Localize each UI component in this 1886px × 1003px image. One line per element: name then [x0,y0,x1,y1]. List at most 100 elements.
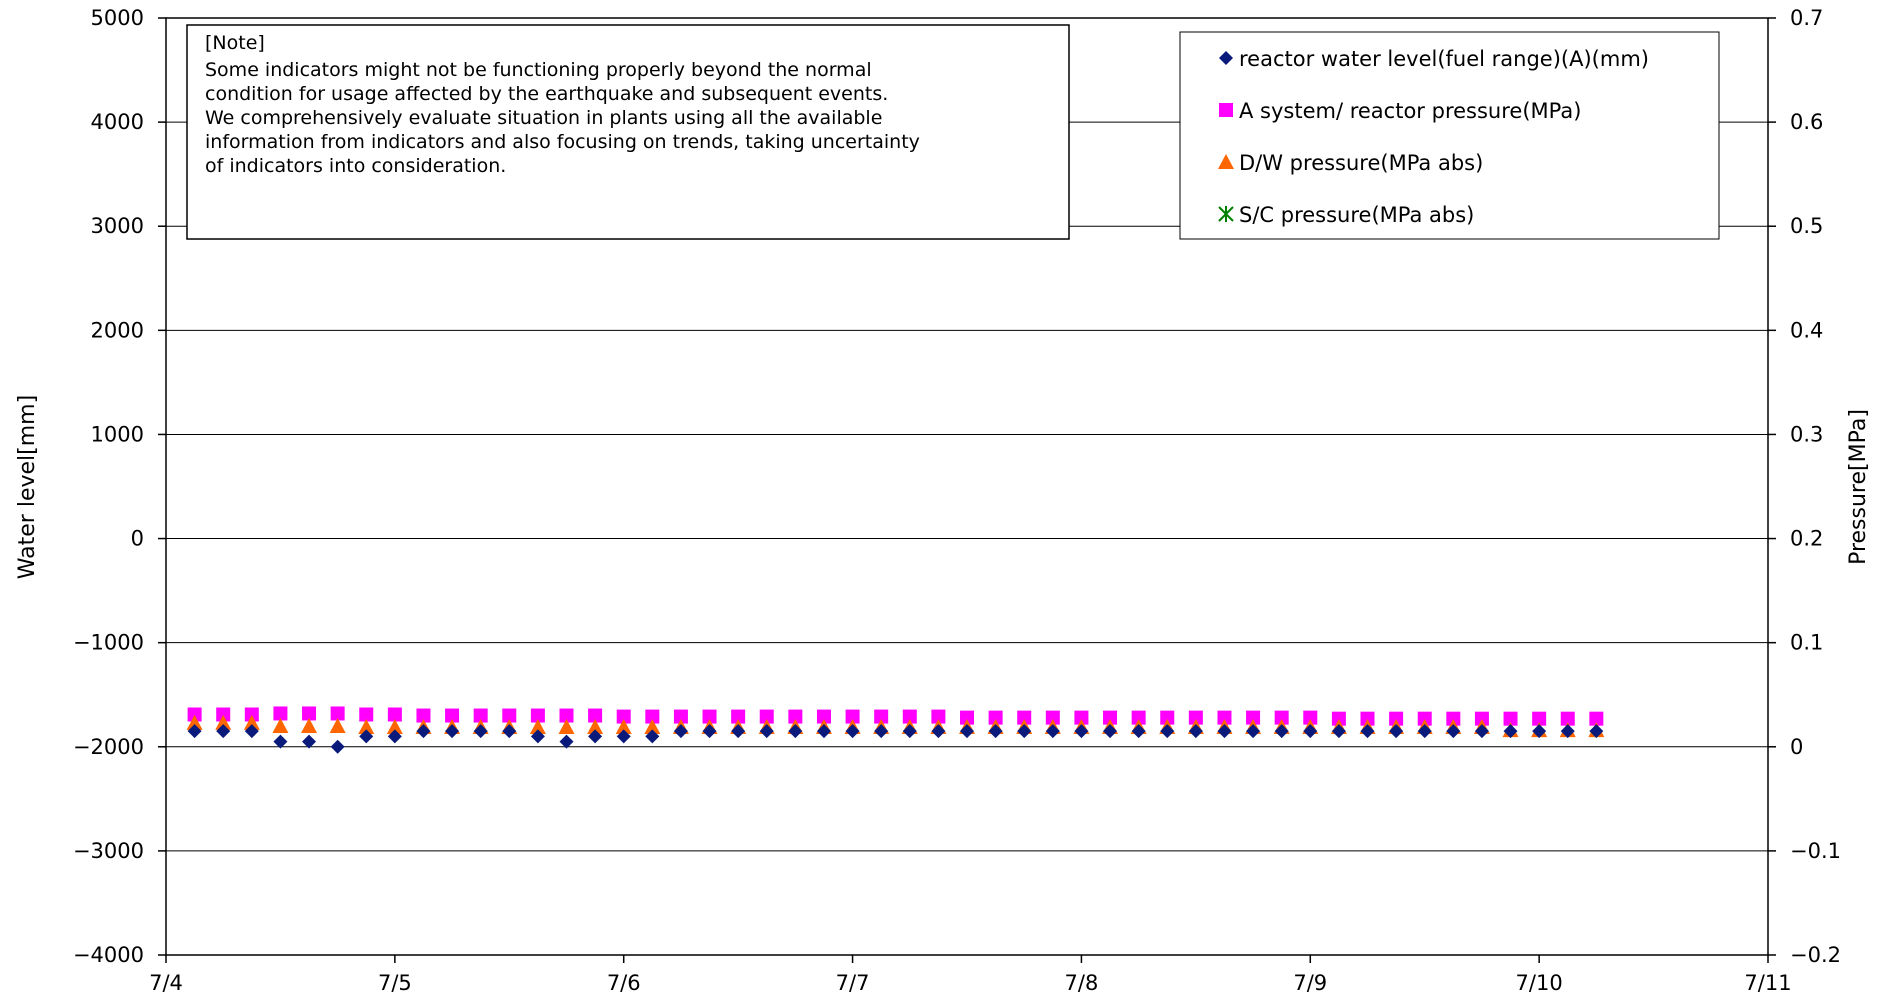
series-square [187,706,1604,726]
x-axis-tick-label: 7/9 [1293,971,1327,995]
note-line: information from indicators and also foc… [205,131,920,153]
data-point-triangle [644,718,661,734]
left-axis-ticks: 5000 4000 3000 2000 1000 0 −1000 −2000 −3000 −400… [73,6,166,967]
data-point-diamond [473,724,488,739]
data-point-diamond [1274,724,1289,739]
data-point-diamond [845,724,860,739]
data-point-square [1503,711,1518,726]
data-point-square [187,707,202,722]
plot-area-frame [165,17,1769,956]
data-point-diamond [1188,724,1203,739]
data-point-square [1074,710,1089,725]
data-point-square [1188,710,1203,725]
data-point-square [1389,711,1404,726]
data-point-diamond [330,739,345,754]
data-point-diamond [273,734,288,749]
data-point-diamond [702,724,717,739]
legend-label: A system/ reactor pressure(MPa) [1239,99,1581,123]
data-point-diamond [1131,724,1146,739]
left-axis-tick-label: 5000 [91,6,144,30]
data-point-square [1331,711,1346,726]
data-point-square [1589,711,1604,726]
series-diamond [187,724,1604,754]
data-point-diamond [502,724,517,739]
data-point-diamond [530,729,545,744]
data-point-square [1360,711,1375,726]
data-point-square [1274,710,1289,725]
right-axis-ticks: 0.7 0.6 0.5 0.4 0.3 0.2 0.1 0 −0.1 −0.2 [1768,6,1841,967]
data-point-diamond [559,734,574,749]
data-point-square [788,709,803,724]
left-axis-tick-label: −3000 [73,839,144,863]
legend-marker-triangle [1218,154,1234,169]
data-point-triangle [615,718,632,734]
data-point-diamond [244,724,259,739]
data-point-triangle [386,718,403,734]
data-point-square [302,706,317,721]
data-point-diamond [1560,724,1575,739]
data-point-square [1131,710,1146,725]
data-point-diamond [1360,724,1375,739]
left-axis-tick-label: 1000 [91,422,144,446]
data-point-square [1474,711,1489,726]
data-point-diamond [931,724,946,739]
right-axis-tick-label: 0.7 [1790,6,1823,30]
data-point-square [1103,710,1118,725]
data-point-diamond [616,729,631,744]
data-point-square [1045,710,1060,725]
data-point-square [1446,711,1461,726]
data-point-square [416,708,431,723]
data-point-triangle [587,718,604,734]
x-axis-tick-label: 7/6 [607,971,641,995]
data-point-diamond [1074,724,1089,739]
data-point-square [530,708,545,723]
data-point-triangle [358,718,375,734]
right-axis-tick-label: 0.2 [1790,527,1823,551]
data-point-square [445,708,460,723]
data-point-diamond [1246,724,1261,739]
data-point-square [731,709,746,724]
right-axis-tick-label: 0 [1790,735,1803,759]
data-point-square [473,708,488,723]
note-box: [Note] Some indicators might not be func… [186,24,1070,240]
right-axis-tick-label: 0.6 [1790,110,1823,134]
data-point-diamond [416,724,431,739]
data-point-triangle [529,718,546,734]
left-axis-tick-label: 4000 [91,110,144,134]
data-point-diamond [1446,724,1461,739]
data-point-square [359,707,374,722]
x-axis-tick-label: 7/8 [1065,971,1099,995]
data-point-triangle [329,717,346,733]
data-point-square [1160,710,1175,725]
legend-label: reactor water level(fuel range)(A)(mm) [1239,47,1649,71]
left-axis-title: Water level[mm] [15,395,40,579]
data-point-square [216,707,231,722]
right-axis-tick-label: −0.2 [1790,943,1841,967]
data-point-diamond [588,729,603,744]
data-point-diamond [759,724,774,739]
left-axis-tick-label: −1000 [73,631,144,655]
data-point-triangle [558,718,575,734]
data-point-diamond [359,729,374,744]
data-point-diamond [387,729,402,744]
data-point-triangle [243,714,260,730]
data-point-diamond [874,724,889,739]
note-line: Some indicators might not be functioning… [205,59,872,81]
data-point-square [645,709,660,724]
data-point-diamond [1474,724,1489,739]
data-point-square [1217,710,1232,725]
x-axis-tick-label: 7/4 [149,971,183,995]
note-line: We comprehensively evaluate situation in… [205,107,882,129]
data-point-diamond [1045,724,1060,739]
right-axis-tick-label: 0.5 [1790,214,1823,238]
left-axis-tick-label: 2000 [91,318,144,342]
data-point-diamond [1303,724,1318,739]
data-point-diamond [187,724,202,739]
data-point-square [1417,711,1432,726]
right-axis-tick-label: 0.3 [1790,422,1823,446]
legend-label: D/W pressure(MPa abs) [1239,151,1483,175]
data-point-square [759,709,774,724]
data-point-square [816,709,831,724]
data-point-diamond [960,724,974,739]
